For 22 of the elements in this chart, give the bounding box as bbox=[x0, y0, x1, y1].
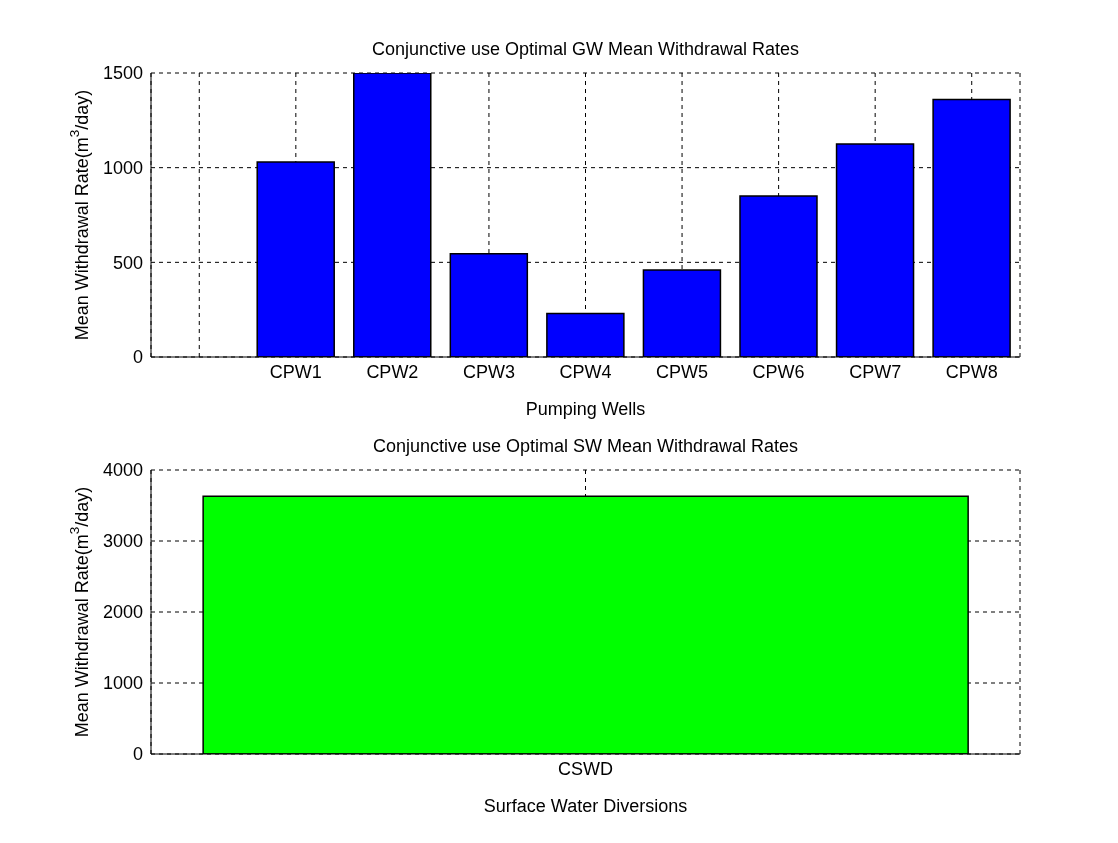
y-tick-label: 3000 bbox=[102, 531, 143, 552]
y-tick-label: 0 bbox=[132, 744, 143, 765]
y-tick-label: 1000 bbox=[102, 673, 143, 694]
x-axis-title: Pumping Wells bbox=[525, 399, 646, 419]
x-tick-label: CPW7 bbox=[849, 361, 902, 382]
x-tick-label: CPW6 bbox=[752, 361, 805, 382]
x-tick-label: CPW1 bbox=[269, 361, 322, 382]
x-axis-title: Surface Water Diversions bbox=[483, 796, 688, 816]
x-tick-label: CPW5 bbox=[656, 361, 709, 382]
y-tick-label: 1500 bbox=[102, 63, 143, 84]
x-tick-label: CPW8 bbox=[945, 361, 998, 382]
y-tick-label: 0 bbox=[132, 347, 143, 368]
y-tick-label: 500 bbox=[112, 252, 143, 273]
y-tick-label: 4000 bbox=[102, 460, 143, 481]
chart-title: Conjunctive use Optimal GW Mean Withdrawal Rates bbox=[370, 39, 801, 60]
x-tick-label: CSWD bbox=[558, 758, 613, 779]
chart-title: Conjunctive use Optimal SW Mean Withdrawal Rates bbox=[371, 436, 800, 457]
x-tick-label: CPW3 bbox=[462, 361, 515, 382]
y-tick-label: 2000 bbox=[102, 602, 143, 623]
y-tick-label: 1000 bbox=[102, 158, 143, 179]
x-tick-label: CPW4 bbox=[559, 361, 612, 382]
x-tick-label: CPW2 bbox=[366, 361, 419, 382]
